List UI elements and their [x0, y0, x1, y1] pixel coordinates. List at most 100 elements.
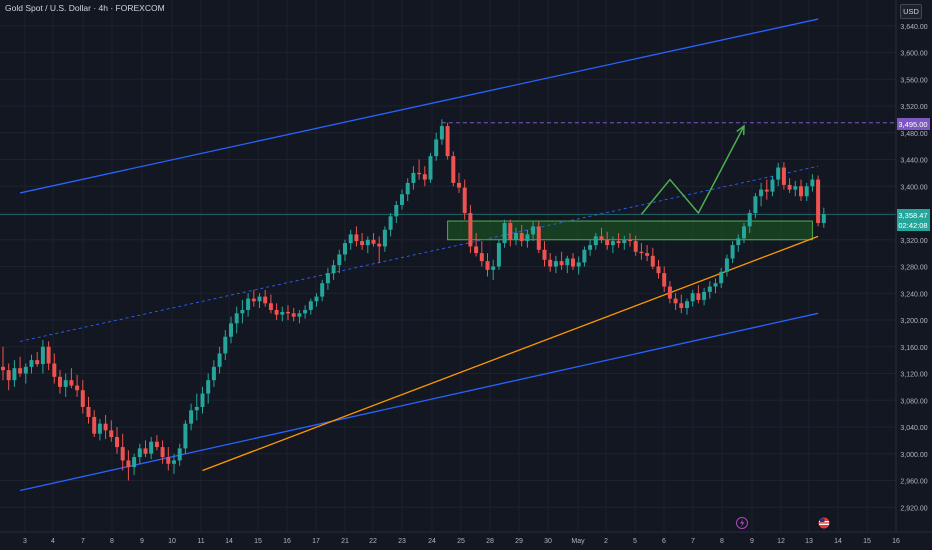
lightning-icon[interactable]: [736, 517, 748, 529]
projection-arrow[interactable]: [640, 124, 745, 215]
candle-body: [639, 251, 644, 254]
candle-body: [445, 126, 450, 157]
channel-upper-line[interactable]: [19, 18, 819, 194]
candle-body: [291, 313, 296, 317]
candle-body: [753, 196, 758, 213]
candle-body: [58, 376, 62, 387]
candle-body: [667, 286, 672, 299]
candle-body: [559, 261, 564, 266]
candle-body: [23, 366, 28, 374]
candle-body: [257, 296, 262, 302]
candle-body: [451, 156, 456, 183]
time-tick-label: 28: [486, 538, 494, 545]
candle-body: [308, 301, 313, 310]
candle-body: [707, 286, 712, 292]
candle-body: [650, 255, 655, 267]
price-tick-label: 3,600.00: [900, 51, 927, 58]
candle-body: [457, 182, 461, 188]
candle-body: [320, 283, 325, 297]
candle-body: [75, 385, 80, 391]
candle-body: [628, 239, 632, 242]
candle-body: [303, 309, 308, 314]
price-tick-label: 2,920.00: [900, 505, 927, 512]
time-tick-label: 11: [197, 538, 204, 545]
time-tick-label: 12: [777, 538, 785, 545]
candle-body: [211, 366, 216, 381]
candle-body: [799, 186, 803, 197]
time-tick-label: 14: [225, 538, 233, 545]
candle-body: [194, 406, 199, 411]
time-tick-label: 7: [691, 538, 695, 545]
price-tick-label: 3,560.00: [900, 77, 927, 84]
candle-body: [137, 448, 142, 458]
time-axis[interactable]: 3 4 7 8 9 10 11 14 15 16 17 21 22 23 24 25 28 29 30 May 2 5 6 7…: [23, 538, 900, 545]
time-tick-label: 21: [341, 538, 349, 545]
candle-body: [742, 226, 746, 239]
candle-body: [781, 167, 786, 185]
candle-body: [719, 271, 724, 284]
price-tick-label: 3,280.00: [900, 265, 927, 272]
candle-body: [200, 393, 205, 407]
projection-path[interactable]: [640, 125, 745, 215]
price-axis[interactable]: 2,920.00 2,960.00 3,000.00 3,040.00 3,080.00…: [900, 24, 927, 513]
candle-body: [525, 234, 530, 242]
candle-body: [462, 187, 467, 213]
currency-button[interactable]: USD: [900, 4, 922, 19]
candle-body: [662, 273, 667, 287]
support-trendline[interactable]: [202, 235, 819, 472]
time-tick-label: 9: [750, 538, 754, 545]
candle-body: [770, 179, 775, 192]
candle-body: [154, 441, 159, 448]
candle-body: [149, 441, 154, 454]
candle-body: [422, 174, 427, 180]
candle-body: [713, 283, 718, 287]
price-tick-label: 3,320.00: [900, 238, 927, 245]
time-tick-label: 22: [369, 538, 377, 545]
candle-body: [365, 239, 370, 246]
candle-body: [246, 298, 251, 310]
candle-body: [18, 368, 23, 374]
candle-body: [542, 249, 547, 260]
candle-body: [730, 245, 735, 259]
candle-body: [172, 460, 176, 464]
candle-body: [354, 234, 359, 242]
time-tick-label: 25: [457, 538, 465, 545]
time-tick-label: 2: [604, 538, 608, 545]
channel-midline[interactable]: [20, 165, 819, 342]
candle-body: [764, 189, 769, 192]
candle-body: [548, 259, 553, 267]
candle-body: [514, 233, 518, 240]
candle-body: [343, 243, 347, 255]
candle-body: [274, 309, 279, 315]
candle-body: [6, 370, 11, 381]
candle-body: [417, 172, 422, 175]
candle-body: [479, 253, 484, 262]
channel-lower-line[interactable]: [19, 312, 819, 492]
time-tick-label: 24: [428, 538, 436, 545]
candle-body: [496, 243, 501, 267]
price-tick-label: 3,040.00: [900, 425, 927, 432]
candle-body: [776, 167, 781, 180]
time-tick-label: 15: [863, 538, 871, 545]
price-tick-label: 2,960.00: [900, 479, 927, 486]
time-tick-label: 6: [662, 538, 666, 545]
candle-body: [46, 346, 51, 364]
price-tick-label: 3,160.00: [900, 345, 927, 352]
us-flag-icon[interactable]: [818, 517, 830, 529]
candle-body: [434, 139, 439, 157]
candle-body: [337, 254, 342, 266]
price-tick-label: 3,000.00: [900, 452, 927, 459]
symbol-title: Gold Spot / U.S. Dollar · 4h · FOREXCOM: [5, 3, 165, 13]
price-tick-label: 3,200.00: [900, 318, 927, 325]
candle-body: [439, 126, 444, 140]
time-tick-label: 16: [892, 538, 900, 545]
time-tick-label: 9: [140, 538, 144, 545]
time-tick-label: 14: [834, 538, 842, 545]
candle-body: [656, 266, 661, 274]
candle-body: [331, 265, 336, 274]
price-tick-label: 3,480.00: [900, 131, 927, 138]
candle-body: [787, 184, 792, 190]
candle-body: [377, 243, 382, 247]
